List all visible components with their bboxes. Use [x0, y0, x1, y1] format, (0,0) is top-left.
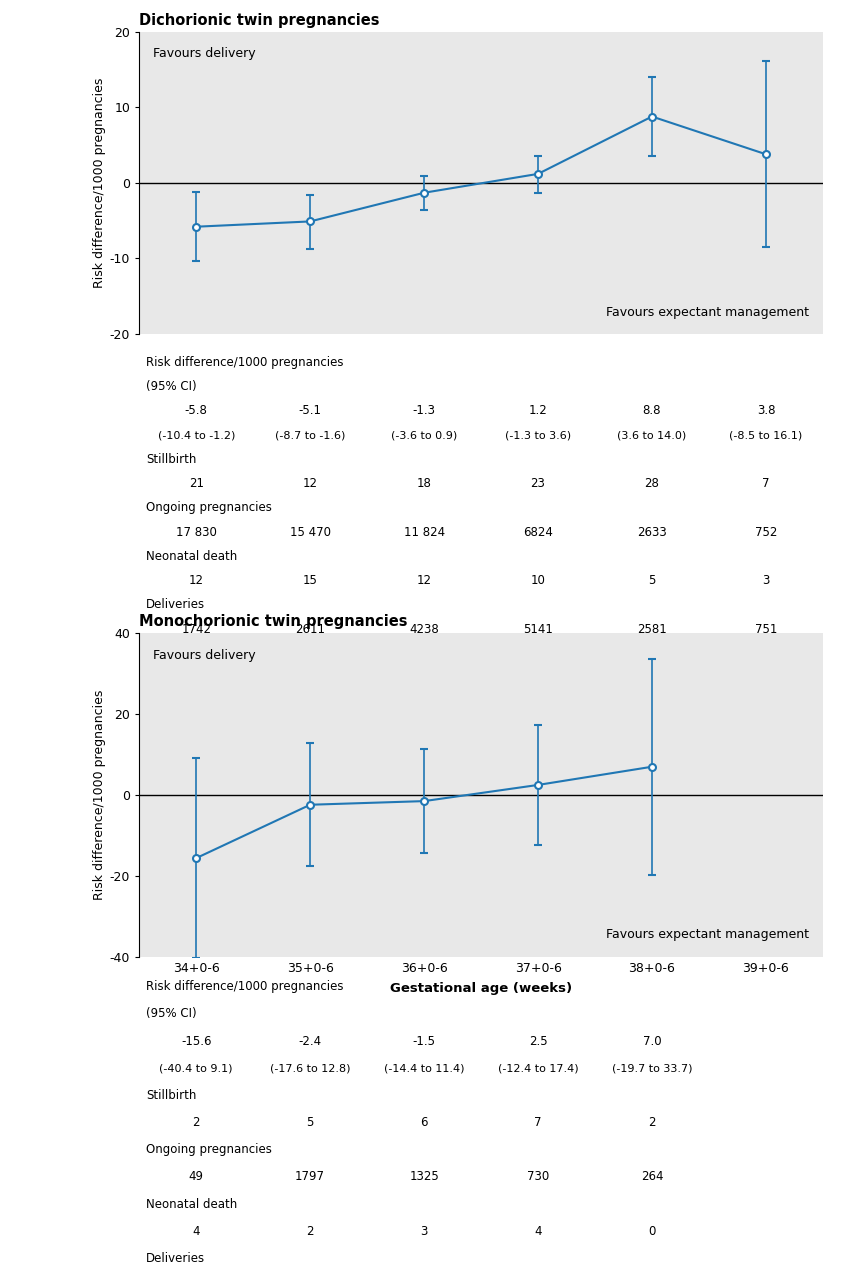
Text: (-12.4 to 17.4): (-12.4 to 17.4) [498, 1064, 578, 1074]
Text: Favours expectant management: Favours expectant management [606, 306, 809, 319]
Text: Monochorionic twin pregnancies: Monochorionic twin pregnancies [139, 614, 408, 630]
Text: 7: 7 [762, 477, 770, 490]
Y-axis label: Risk difference/1000 pregnancies: Risk difference/1000 pregnancies [93, 78, 106, 288]
Text: 11 824: 11 824 [403, 526, 445, 539]
Text: 2: 2 [192, 1116, 200, 1129]
Text: Deliveries: Deliveries [146, 598, 205, 612]
Text: 12: 12 [417, 575, 431, 588]
Text: 2: 2 [306, 1225, 314, 1238]
Text: 751: 751 [755, 622, 777, 636]
Text: Deliveries: Deliveries [146, 1252, 205, 1265]
Text: 730: 730 [527, 1170, 549, 1184]
Y-axis label: Risk difference/1000 pregnancies: Risk difference/1000 pregnancies [93, 690, 106, 900]
Text: 1797: 1797 [295, 1170, 325, 1184]
Text: 7: 7 [534, 1116, 542, 1129]
Text: Ongoing pregnancies: Ongoing pregnancies [146, 502, 272, 515]
Text: 7.0: 7.0 [642, 1034, 662, 1047]
Text: 264: 264 [641, 1170, 663, 1184]
Text: -2.4: -2.4 [299, 1034, 322, 1047]
Text: 4: 4 [192, 1225, 200, 1238]
Text: -15.6: -15.6 [181, 1034, 212, 1047]
Text: (3.6 to 14.0): (3.6 to 14.0) [617, 430, 687, 440]
Text: 23: 23 [531, 477, 545, 490]
Text: 1.2: 1.2 [528, 404, 548, 417]
Text: Risk difference/1000 pregnancies: Risk difference/1000 pregnancies [146, 980, 344, 993]
Text: -1.3: -1.3 [413, 404, 436, 417]
Text: 28: 28 [645, 477, 659, 490]
Text: 10: 10 [531, 575, 545, 588]
Text: -5.1: -5.1 [299, 404, 322, 417]
Text: Stillbirth: Stillbirth [146, 453, 197, 466]
Text: Ongoing pregnancies: Ongoing pregnancies [146, 1143, 272, 1156]
Text: 1742: 1742 [181, 622, 211, 636]
Text: -5.8: -5.8 [185, 404, 208, 417]
Text: 3.8: 3.8 [757, 404, 775, 417]
Text: 2: 2 [648, 1116, 656, 1129]
Text: Risk difference/1000 pregnancies: Risk difference/1000 pregnancies [146, 356, 344, 369]
Text: 4238: 4238 [409, 622, 439, 636]
Text: (95% CI): (95% CI) [146, 1007, 197, 1020]
Text: 5: 5 [306, 1116, 314, 1129]
Text: Neonatal death: Neonatal death [146, 1198, 237, 1211]
Text: 1325: 1325 [409, 1170, 439, 1184]
Text: 2581: 2581 [637, 622, 667, 636]
Text: Favours delivery: Favours delivery [153, 649, 256, 663]
Text: 2633: 2633 [637, 526, 667, 539]
Text: 2.5: 2.5 [528, 1034, 548, 1047]
Text: 12: 12 [303, 477, 317, 490]
Text: 21: 21 [189, 477, 203, 490]
Text: 4: 4 [534, 1225, 542, 1238]
Text: 17 830: 17 830 [176, 526, 217, 539]
Text: 6824: 6824 [523, 526, 553, 539]
Text: (-1.3 to 3.6): (-1.3 to 3.6) [505, 430, 571, 440]
Text: (-10.4 to -1.2): (-10.4 to -1.2) [158, 430, 235, 440]
Text: Stillbirth: Stillbirth [146, 1089, 197, 1102]
Text: 18: 18 [417, 477, 431, 490]
Text: (-17.6 to 12.8): (-17.6 to 12.8) [270, 1064, 350, 1074]
Text: 5: 5 [648, 575, 656, 588]
Text: Dichorionic twin pregnancies: Dichorionic twin pregnancies [139, 13, 380, 28]
Text: 0: 0 [648, 1225, 656, 1238]
Text: 5141: 5141 [523, 622, 553, 636]
Text: 15: 15 [303, 575, 317, 588]
Text: Favours expectant management: Favours expectant management [606, 928, 809, 941]
Text: 49: 49 [189, 1170, 203, 1184]
Text: 6: 6 [420, 1116, 428, 1129]
Text: -1.5: -1.5 [413, 1034, 436, 1047]
Text: (95% CI): (95% CI) [146, 380, 197, 393]
Text: (-14.4 to 11.4): (-14.4 to 11.4) [384, 1064, 464, 1074]
Text: 12: 12 [189, 575, 203, 588]
Text: (-3.6 to 0.9): (-3.6 to 0.9) [391, 430, 457, 440]
Text: 3: 3 [420, 1225, 428, 1238]
Text: Favours delivery: Favours delivery [153, 47, 256, 60]
X-axis label: Gestational age (weeks): Gestational age (weeks) [390, 982, 572, 995]
Text: (-8.7 to -1.6): (-8.7 to -1.6) [275, 430, 345, 440]
Text: Neonatal death: Neonatal death [146, 550, 237, 563]
Text: 15 470: 15 470 [289, 526, 331, 539]
Text: (-8.5 to 16.1): (-8.5 to 16.1) [729, 430, 803, 440]
Text: 2611: 2611 [295, 622, 325, 636]
Text: (-19.7 to 33.7): (-19.7 to 33.7) [612, 1064, 692, 1074]
Text: 3: 3 [762, 575, 770, 588]
Text: (-40.4 to 9.1): (-40.4 to 9.1) [160, 1064, 233, 1074]
Text: 8.8: 8.8 [643, 404, 661, 417]
Text: 752: 752 [755, 526, 777, 539]
